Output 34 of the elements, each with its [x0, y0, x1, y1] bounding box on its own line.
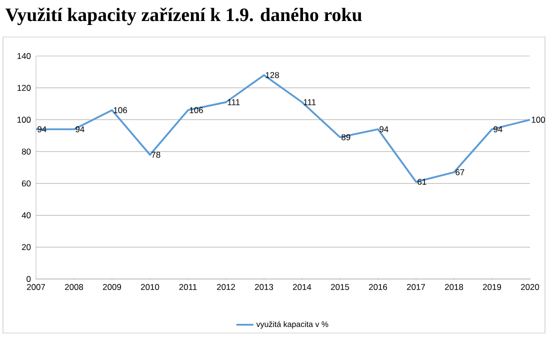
x-tick-label: 2010: [141, 284, 160, 290]
x-tick-label: 2018: [445, 284, 464, 290]
y-tick-label: 80: [22, 148, 31, 155]
x-tick-label: 2012: [217, 284, 235, 290]
x-tick-label: 2008: [65, 284, 84, 290]
x-tick-label: 2007: [27, 284, 45, 290]
y-tick-label: 20: [22, 244, 31, 250]
data-label: 94: [76, 126, 84, 132]
y-tick-label: 120: [17, 84, 31, 91]
x-tick-label: 2009: [103, 284, 122, 290]
data-label: 94: [38, 126, 46, 132]
x-tick-label: 2014: [293, 284, 312, 290]
data-label: 100: [532, 116, 545, 123]
y-tick-label: 0: [26, 276, 31, 282]
data-label: 67: [456, 169, 464, 176]
y-tick-label: 40: [22, 212, 31, 218]
x-tick-label: 2020: [521, 284, 540, 290]
y-tick-label: 100: [17, 116, 31, 123]
data-label: 111: [304, 99, 316, 106]
y-tick-label: 140: [17, 53, 31, 59]
x-tick-label: 2017: [407, 284, 425, 290]
x-tick-label: 2011: [179, 284, 197, 290]
chart-title: Využití kapacity zařízení k 1.9. daného roku: [5, 8, 362, 26]
data-label: 128: [266, 72, 279, 78]
x-tick-label: 2015: [331, 284, 350, 290]
data-label: 94: [380, 126, 388, 132]
x-tick-label: 2019: [483, 284, 502, 290]
x-tick-label: 2016: [369, 284, 388, 290]
data-label: 78: [152, 152, 160, 158]
data-label: 111: [228, 99, 240, 106]
data-label: 106: [114, 107, 127, 114]
y-tick-label: 60: [22, 180, 31, 186]
line-series: [35, 74, 531, 183]
x-tick-label: 2013: [255, 284, 274, 290]
